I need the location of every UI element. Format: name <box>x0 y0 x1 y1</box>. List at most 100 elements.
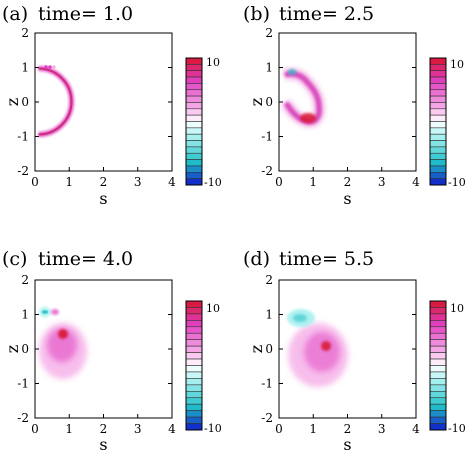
panel-d-ylabel: z <box>247 345 266 353</box>
panel-d-xtick: 2 <box>344 422 352 436</box>
panel-c-yaxis: 2 1 0 -1 -2 z <box>3 273 172 425</box>
colorbar-band <box>185 178 203 186</box>
panel-b-label: (b) <box>243 3 270 25</box>
panel-a-xtick: 2 <box>100 175 108 189</box>
panel-b: (b) time= 2.5 2 1 0 -1 -2 z 0 <box>243 3 466 208</box>
panel-d-xaxis: 0 1 2 3 4 s <box>275 414 420 454</box>
panel-a-vorticity-ring <box>38 66 74 137</box>
panel-a-ytick: -2 <box>17 164 29 178</box>
colorbar-band <box>429 307 447 315</box>
colorbar-band <box>185 70 203 78</box>
panel-a-frame <box>34 32 173 172</box>
colorbar-band <box>185 57 203 65</box>
colorbar-band <box>185 365 203 373</box>
colorbar-band <box>185 339 203 347</box>
colorbar-band <box>429 76 447 84</box>
colorbar-band <box>185 102 203 110</box>
colorbar-band <box>429 114 447 122</box>
panel-d: (d) time= 5.5 2 1 0 -1 -2 z <box>243 248 466 454</box>
panel-a-dot <box>48 65 52 69</box>
panel-c-vortex-core <box>58 329 68 339</box>
colorbar-band <box>429 384 447 392</box>
panel-b-ytick: -2 <box>261 164 273 178</box>
colorbar-band <box>429 410 447 418</box>
colorbar-band <box>185 95 203 103</box>
panel-d-xtick: 0 <box>275 422 283 436</box>
colorbar-band <box>185 378 203 386</box>
colorbar-band <box>185 384 203 392</box>
colorbar-band <box>429 332 447 340</box>
panel-b-title: time= 2.5 <box>279 3 374 25</box>
panel-c-label: (c) <box>2 248 27 270</box>
colorbar-band <box>185 403 203 411</box>
panel-b-vortex-core <box>300 113 316 123</box>
colorbar-band <box>429 403 447 411</box>
colorbar-frame <box>429 57 447 186</box>
panel-d-yaxis: 2 1 0 -1 -2 z <box>247 273 416 425</box>
panel-c-ytick: 0 <box>21 342 29 356</box>
colorbar-band <box>429 326 447 334</box>
colorbar-band <box>429 121 447 129</box>
panel-b-xtick: 1 <box>309 175 317 189</box>
panel-b-xaxis: 0 1 2 3 4 s <box>275 167 420 208</box>
colorbar-band <box>429 390 447 399</box>
colorbar-band <box>185 165 203 173</box>
panel-b-xtick: 4 <box>412 175 420 189</box>
colorbar-band <box>429 378 447 386</box>
panel-d-colorbar-max: 10 <box>450 302 464 315</box>
panel-c-xtick: 0 <box>31 422 39 436</box>
colorbar-band <box>185 326 203 334</box>
panel-d-ytick: -1 <box>261 377 273 391</box>
panel-a-xtick: 3 <box>134 175 142 189</box>
panel-c-ytick: -1 <box>17 377 29 391</box>
panel-b-xtick: 3 <box>378 175 386 189</box>
colorbar-band <box>185 152 203 160</box>
panel-c-xtick: 1 <box>65 422 73 436</box>
panel-a-vorticity-ring-core <box>38 67 73 136</box>
panel-b-colorbar: 10 -10 <box>429 57 466 189</box>
panel-b-plot <box>278 32 417 172</box>
panel-c-xtick: 3 <box>134 422 142 436</box>
colorbar-band <box>185 64 203 71</box>
colorbar-band <box>429 345 447 353</box>
panel-b-ylabel: z <box>247 98 266 106</box>
panel-a-xtick: 0 <box>31 175 39 189</box>
panel-c-xaxis: 0 1 2 3 4 s <box>31 414 176 454</box>
colorbar-band <box>185 140 203 148</box>
colorbar-band <box>429 300 447 308</box>
panel-c-vorticity-patch <box>47 328 77 362</box>
colorbar-band <box>429 165 447 173</box>
panel-a-xtick: 1 <box>65 175 73 189</box>
colorbar-band <box>429 172 447 179</box>
colorbar-band <box>185 108 203 116</box>
colorbar-band <box>185 307 203 315</box>
panel-c-positive-spot <box>51 309 59 315</box>
panel-a-xlabel: s <box>99 189 107 208</box>
panel-a-colorbar-min: -10 <box>204 176 222 189</box>
panel-a-ytick: 2 <box>21 26 29 40</box>
panel-b-xtick: 0 <box>275 175 283 189</box>
panel-d-ytick: -2 <box>261 411 273 425</box>
panel-d-vortex-core <box>321 341 331 351</box>
panel-a-label: (a) <box>2 3 28 25</box>
colorbar-band <box>429 64 447 71</box>
colorbar-band <box>185 133 203 141</box>
panel-c-colorbar-max: 10 <box>206 302 220 315</box>
panel-d-label: (d) <box>243 248 270 270</box>
panel-c-plot <box>34 279 173 419</box>
panel-a-title: time= 1.0 <box>38 3 133 25</box>
colorbar-band <box>429 352 447 360</box>
colorbar-frame <box>185 57 203 186</box>
panel-a-dot <box>52 65 56 69</box>
colorbar-band <box>429 133 447 141</box>
colorbar-band <box>185 397 203 405</box>
panel-d-negative-core <box>293 314 307 322</box>
panel-a-ytick: -1 <box>17 130 29 144</box>
panel-d-xlabel: s <box>343 435 351 454</box>
colorbar-band <box>185 172 203 179</box>
colorbar-band <box>429 397 447 405</box>
colorbar-band <box>429 358 447 366</box>
panel-c-ytick: -2 <box>17 411 29 425</box>
colorbar-band <box>429 178 447 186</box>
panel-d-xtick: 3 <box>378 422 386 436</box>
